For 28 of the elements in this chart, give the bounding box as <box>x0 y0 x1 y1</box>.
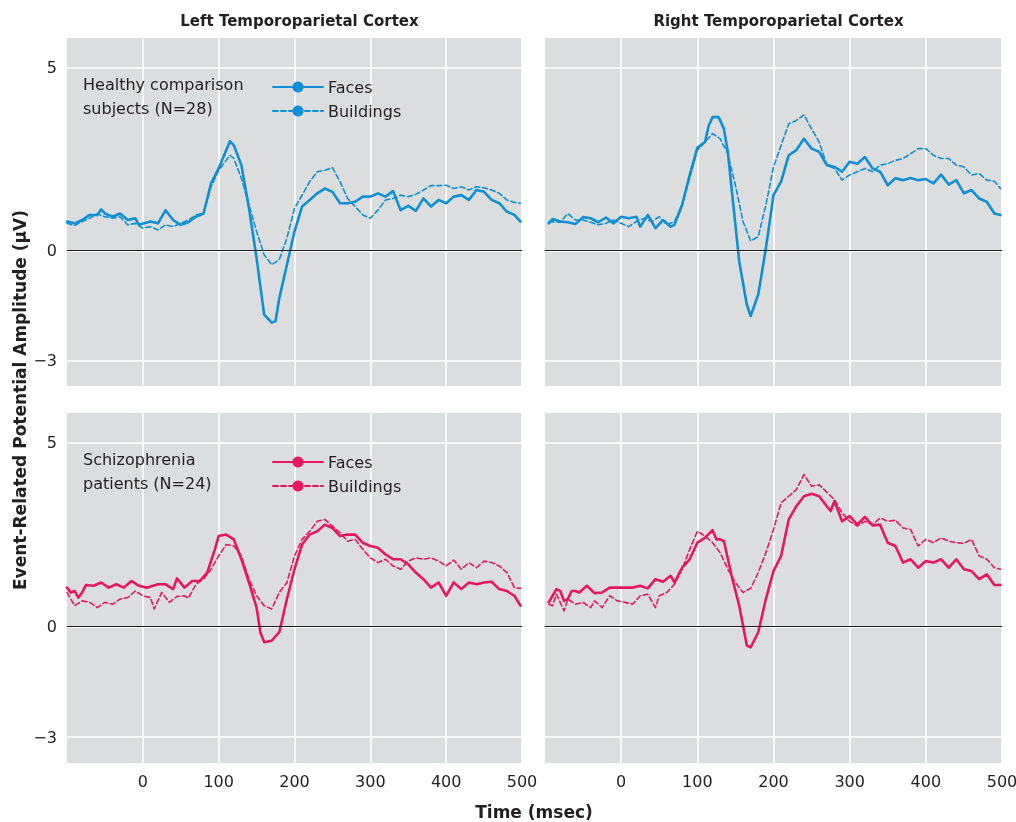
x-axis-title: Time (msec) <box>475 802 593 822</box>
y-tick-label: 5 <box>46 57 57 77</box>
chart-title: Left Temporoparietal Cortex <box>180 11 420 30</box>
x-tick-label: 500 <box>506 771 538 791</box>
x-tick-label: 300 <box>834 771 865 791</box>
x-tick-label: 100 <box>682 771 713 791</box>
legend-label: Faces <box>328 452 373 472</box>
y-tick-label: 0 <box>46 617 57 637</box>
legend-label: Faces <box>328 77 373 97</box>
chart-title: Right Temporoparietal Cortex <box>653 11 904 30</box>
legend-title: Healthy comparison subjects (N=28) <box>83 74 244 118</box>
x-tick-label: 0 <box>137 771 148 791</box>
x-tick-label: 200 <box>758 771 789 791</box>
y-axis-title: Event-Related Potential Amplitude (μV) <box>10 210 30 590</box>
legend-label: Buildings <box>328 101 402 121</box>
x-tick-label: 300 <box>355 771 386 791</box>
x-tick-label: 0 <box>616 771 627 791</box>
x-tick-label: 100 <box>203 771 234 791</box>
y-tick-label: −3 <box>33 350 57 370</box>
y-tick-label: 0 <box>46 240 57 260</box>
legend-title: Schizophrenia patients (N=24) <box>83 449 212 493</box>
legend-label: Buildings <box>328 476 402 496</box>
y-tick-label: 5 <box>46 432 57 452</box>
x-tick-label: 200 <box>279 771 310 791</box>
x-tick-label: 400 <box>910 771 942 791</box>
x-tick-label: 500 <box>986 771 1016 791</box>
y-tick-label: −3 <box>33 727 57 747</box>
x-tick-label: 400 <box>430 771 462 791</box>
